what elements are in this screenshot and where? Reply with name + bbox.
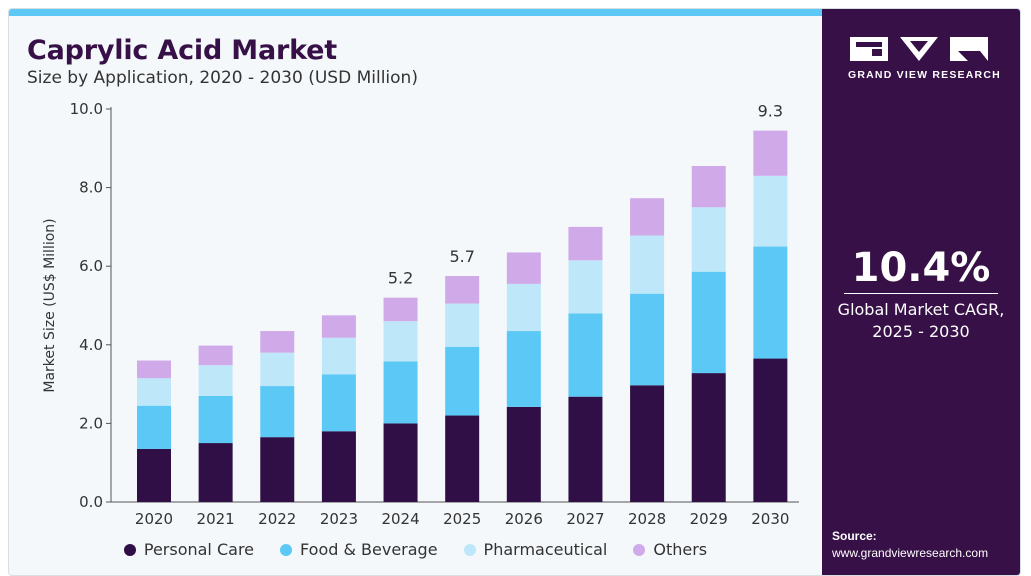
legend-label: Others xyxy=(653,540,708,559)
y-tick-label: 0.0 xyxy=(79,493,103,511)
page-title: Caprylic Acid Market xyxy=(27,35,337,66)
side-panel: GRAND VIEW RESEARCH 10.4% Global Market … xyxy=(822,9,1020,575)
bar-segment xyxy=(137,448,171,502)
legend-item-food-beverage: Food & Beverage xyxy=(280,540,438,559)
bar-segment xyxy=(198,365,233,396)
y-tick-label: 2.0 xyxy=(79,414,103,432)
legend-label: Pharmaceutical xyxy=(483,540,608,559)
y-tick-label: 10.0 xyxy=(70,100,103,118)
x-tick-label: 2025 xyxy=(443,510,481,528)
bar-segment xyxy=(137,405,171,449)
bar-segment xyxy=(445,415,480,502)
legend-swatch xyxy=(633,543,646,556)
x-tick-label: 2023 xyxy=(320,510,358,528)
bar-segment xyxy=(568,396,603,502)
x-tick-label: 2028 xyxy=(628,510,666,528)
bar-segment xyxy=(630,293,665,386)
data-label: 5.7 xyxy=(449,247,474,266)
y-tick-label: 4.0 xyxy=(79,336,103,354)
stacked-bar-chart: 0.0 2.0 4.0 6.0 8.0 10.0 Market Size (US$ Mill… xyxy=(42,100,799,528)
x-tick-label: 2030 xyxy=(751,510,789,528)
data-label: 9.3 xyxy=(758,102,783,121)
bar-segment xyxy=(260,352,295,387)
source-label: Source: xyxy=(832,529,877,543)
brand-name: GRAND VIEW RESEARCH xyxy=(848,69,1001,81)
cagr-value: 10.4% xyxy=(851,245,991,291)
bar-segment xyxy=(753,175,788,247)
bar-segment xyxy=(506,331,541,407)
x-tick-label: 2022 xyxy=(258,510,296,528)
x-tick-label: 2026 xyxy=(505,510,543,528)
y-tick-label: 8.0 xyxy=(79,179,103,197)
cagr-label-line1: Global Market CAGR, xyxy=(837,300,1005,319)
bar-segment xyxy=(753,130,788,176)
bar-segment xyxy=(568,226,603,261)
bar-segment xyxy=(198,443,233,502)
bar-segment xyxy=(198,395,233,444)
y-tick-label: 6.0 xyxy=(79,257,103,275)
legend-label: Personal Care xyxy=(143,540,255,559)
accent-bar xyxy=(9,9,822,16)
page-subtitle: Size by Application, 2020 - 2030 (USD Mi… xyxy=(27,68,418,88)
bar-segment xyxy=(445,276,480,304)
bar-segment xyxy=(260,437,295,502)
legend-label: Food & Beverage xyxy=(300,540,438,559)
bar-segment xyxy=(383,423,418,502)
bar-segment xyxy=(321,431,356,502)
x-tick-label: 2020 xyxy=(135,510,173,528)
x-tick-label: 2021 xyxy=(197,510,235,528)
bar-segment xyxy=(753,246,788,359)
x-tick-label: 2024 xyxy=(381,510,419,528)
bar-segment xyxy=(630,235,665,294)
gvr-logo-icon xyxy=(850,37,988,61)
bar-segment xyxy=(506,283,541,332)
legend-item-personal-care: Personal Care xyxy=(123,540,255,559)
bar-segment xyxy=(383,321,418,362)
legend-swatch xyxy=(463,543,476,556)
bar-segment xyxy=(568,260,603,314)
cagr-label-line2: 2025 - 2030 xyxy=(872,322,970,341)
bar-segment xyxy=(691,207,726,272)
bar-segment xyxy=(753,358,788,502)
bar-segment xyxy=(321,315,356,338)
legend-item-others: Others xyxy=(633,540,707,559)
bar-segment xyxy=(198,345,233,366)
bar-segment xyxy=(321,374,356,432)
bar-segment xyxy=(260,331,295,353)
bar-segment xyxy=(506,252,541,284)
bar-segment xyxy=(137,378,171,406)
bar-segment xyxy=(445,346,480,416)
bar-segment xyxy=(383,297,418,322)
legend-item-pharmaceutical: Pharmaceutical xyxy=(463,540,608,559)
bar-segment xyxy=(630,198,665,236)
bar-segment xyxy=(691,165,726,208)
bar-segment xyxy=(137,360,171,379)
bar-segment xyxy=(568,313,603,397)
y-axis-title: Market Size (US$ Million) xyxy=(42,218,58,392)
divider xyxy=(844,293,998,294)
source-link[interactable]: www.grandviewresearch.com xyxy=(832,546,989,560)
bar-segment xyxy=(383,361,418,424)
legend-swatch xyxy=(123,543,136,556)
legend-swatch xyxy=(280,543,293,556)
bar-segment xyxy=(506,406,541,502)
x-tick-label: 2027 xyxy=(566,510,604,528)
bar-segment xyxy=(260,386,295,438)
bar-segment xyxy=(321,337,356,375)
chart-legend: Personal Care Food & Beverage Pharmaceut… xyxy=(9,540,822,559)
x-tick-label: 2029 xyxy=(690,510,728,528)
bar-segment xyxy=(630,385,665,502)
bar-segment xyxy=(691,373,726,502)
cagr-label: Global Market CAGR, 2025 - 2030 xyxy=(822,299,1020,343)
bar-segment xyxy=(445,303,480,347)
chart-card: Caprylic Acid Market Size by Application… xyxy=(8,8,1021,576)
bar-segment xyxy=(691,271,726,374)
data-label: 5.2 xyxy=(388,269,413,288)
